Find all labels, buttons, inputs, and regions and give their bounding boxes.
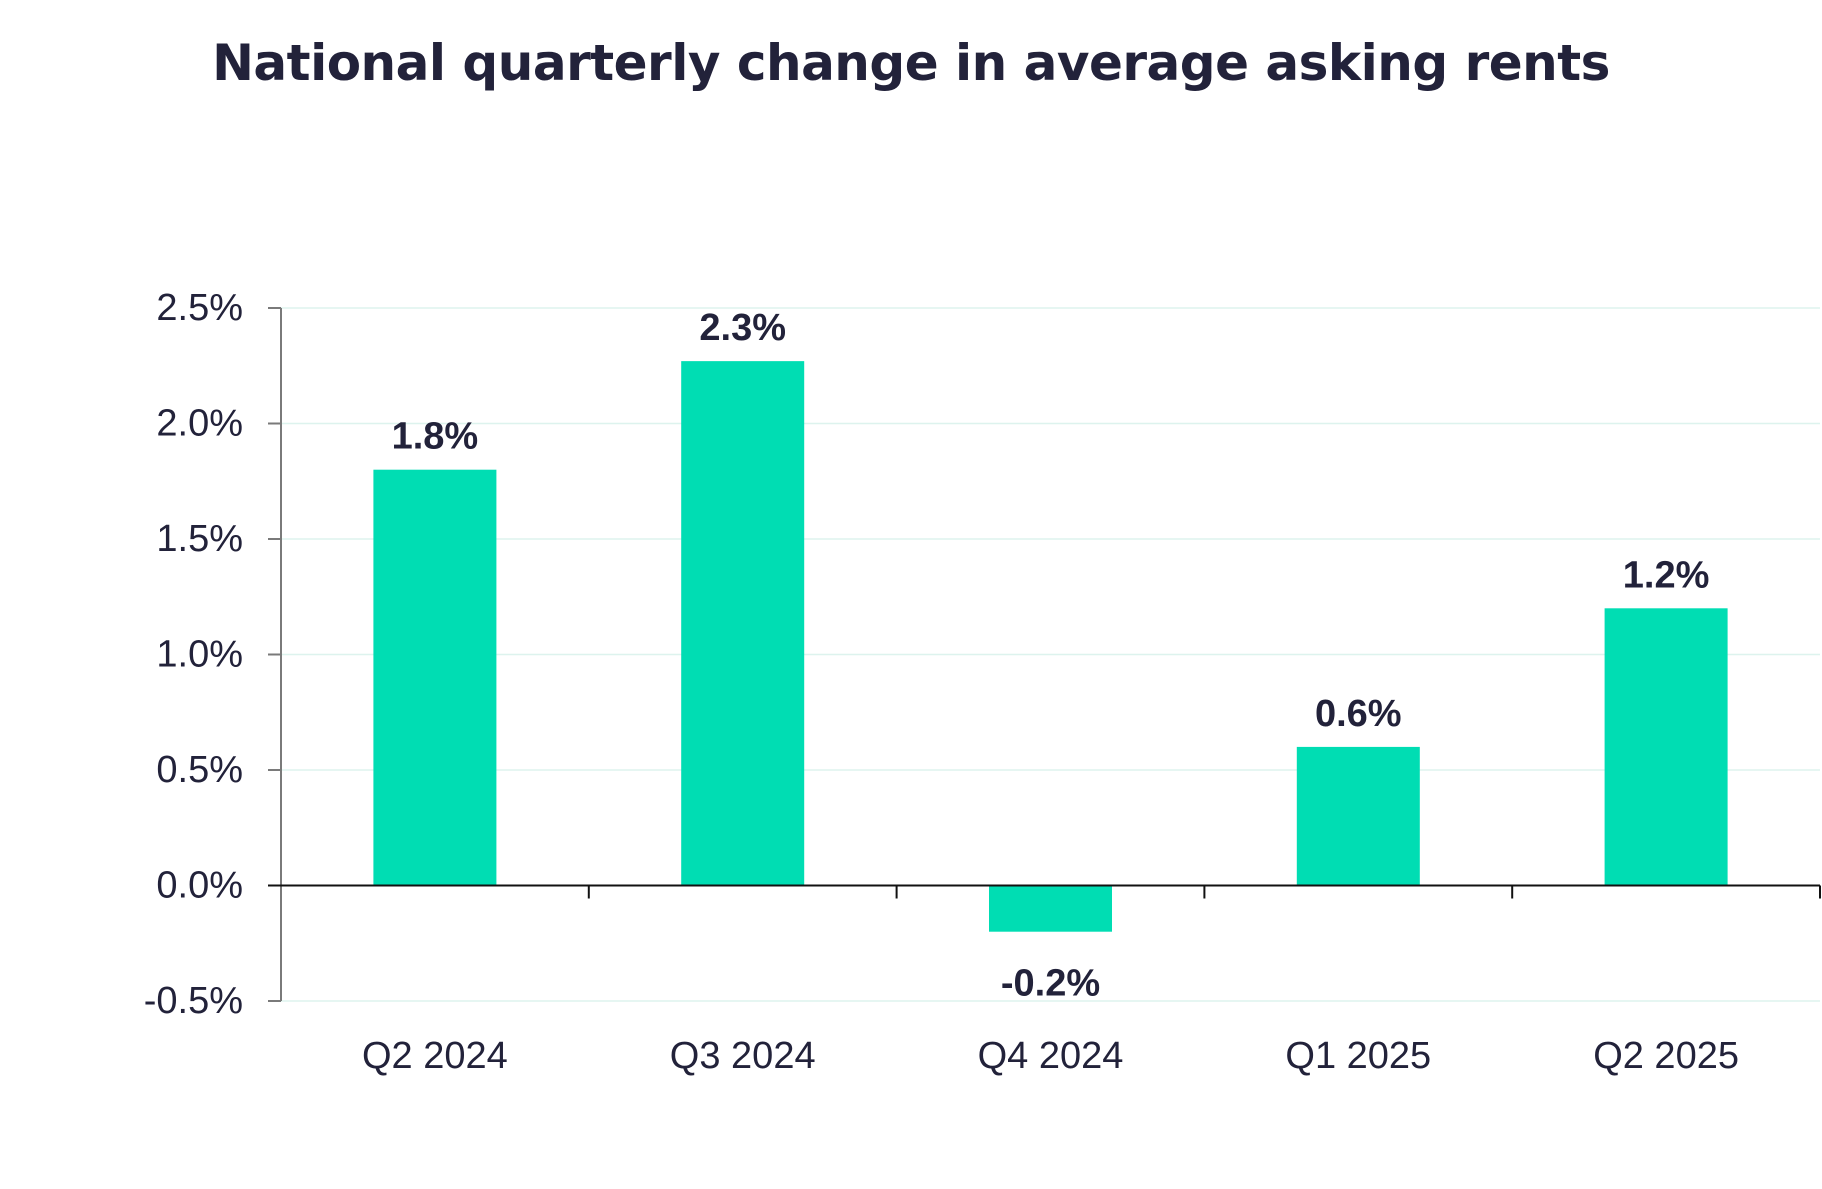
bar (681, 361, 805, 886)
y-tick-label: 1.5% (156, 518, 243, 560)
bar (1604, 608, 1728, 886)
y-tick-label: 2.0% (156, 403, 243, 445)
x-tick-label: Q3 2024 (670, 1035, 816, 1077)
bar (1296, 746, 1420, 886)
chart-title: National quarterly change in average ask… (212, 34, 1610, 92)
x-tick-label: Q1 2025 (1285, 1035, 1431, 1077)
data-label: 1.2% (1623, 554, 1710, 596)
bars (373, 361, 1728, 932)
x-tick-label: Q4 2024 (978, 1035, 1124, 1077)
x-tick-label: Q2 2024 (362, 1035, 508, 1077)
x-tick-label: Q2 2025 (1593, 1035, 1739, 1077)
y-tick-label: -0.5% (144, 980, 243, 1022)
data-label: -0.2% (1001, 963, 1100, 1005)
y-tick-label: 0.0% (156, 865, 243, 907)
bar (989, 885, 1112, 932)
bar (373, 469, 497, 886)
gridlines (281, 307, 1820, 1002)
y-tick-label: 2.5% (156, 287, 243, 329)
y-tick-label: 1.0% (156, 634, 243, 676)
data-label: 0.6% (1315, 693, 1402, 735)
data-label: 1.8% (392, 416, 479, 458)
y-tick-label: 0.5% (156, 749, 243, 791)
axes (268, 307, 1821, 1002)
data-label: 2.3% (699, 307, 786, 349)
labels: 2.5% 2.0% 1.5% 1.0% 0.5% 0.0% -0.5% 1.8% Q2 2024… (144, 287, 1739, 1077)
